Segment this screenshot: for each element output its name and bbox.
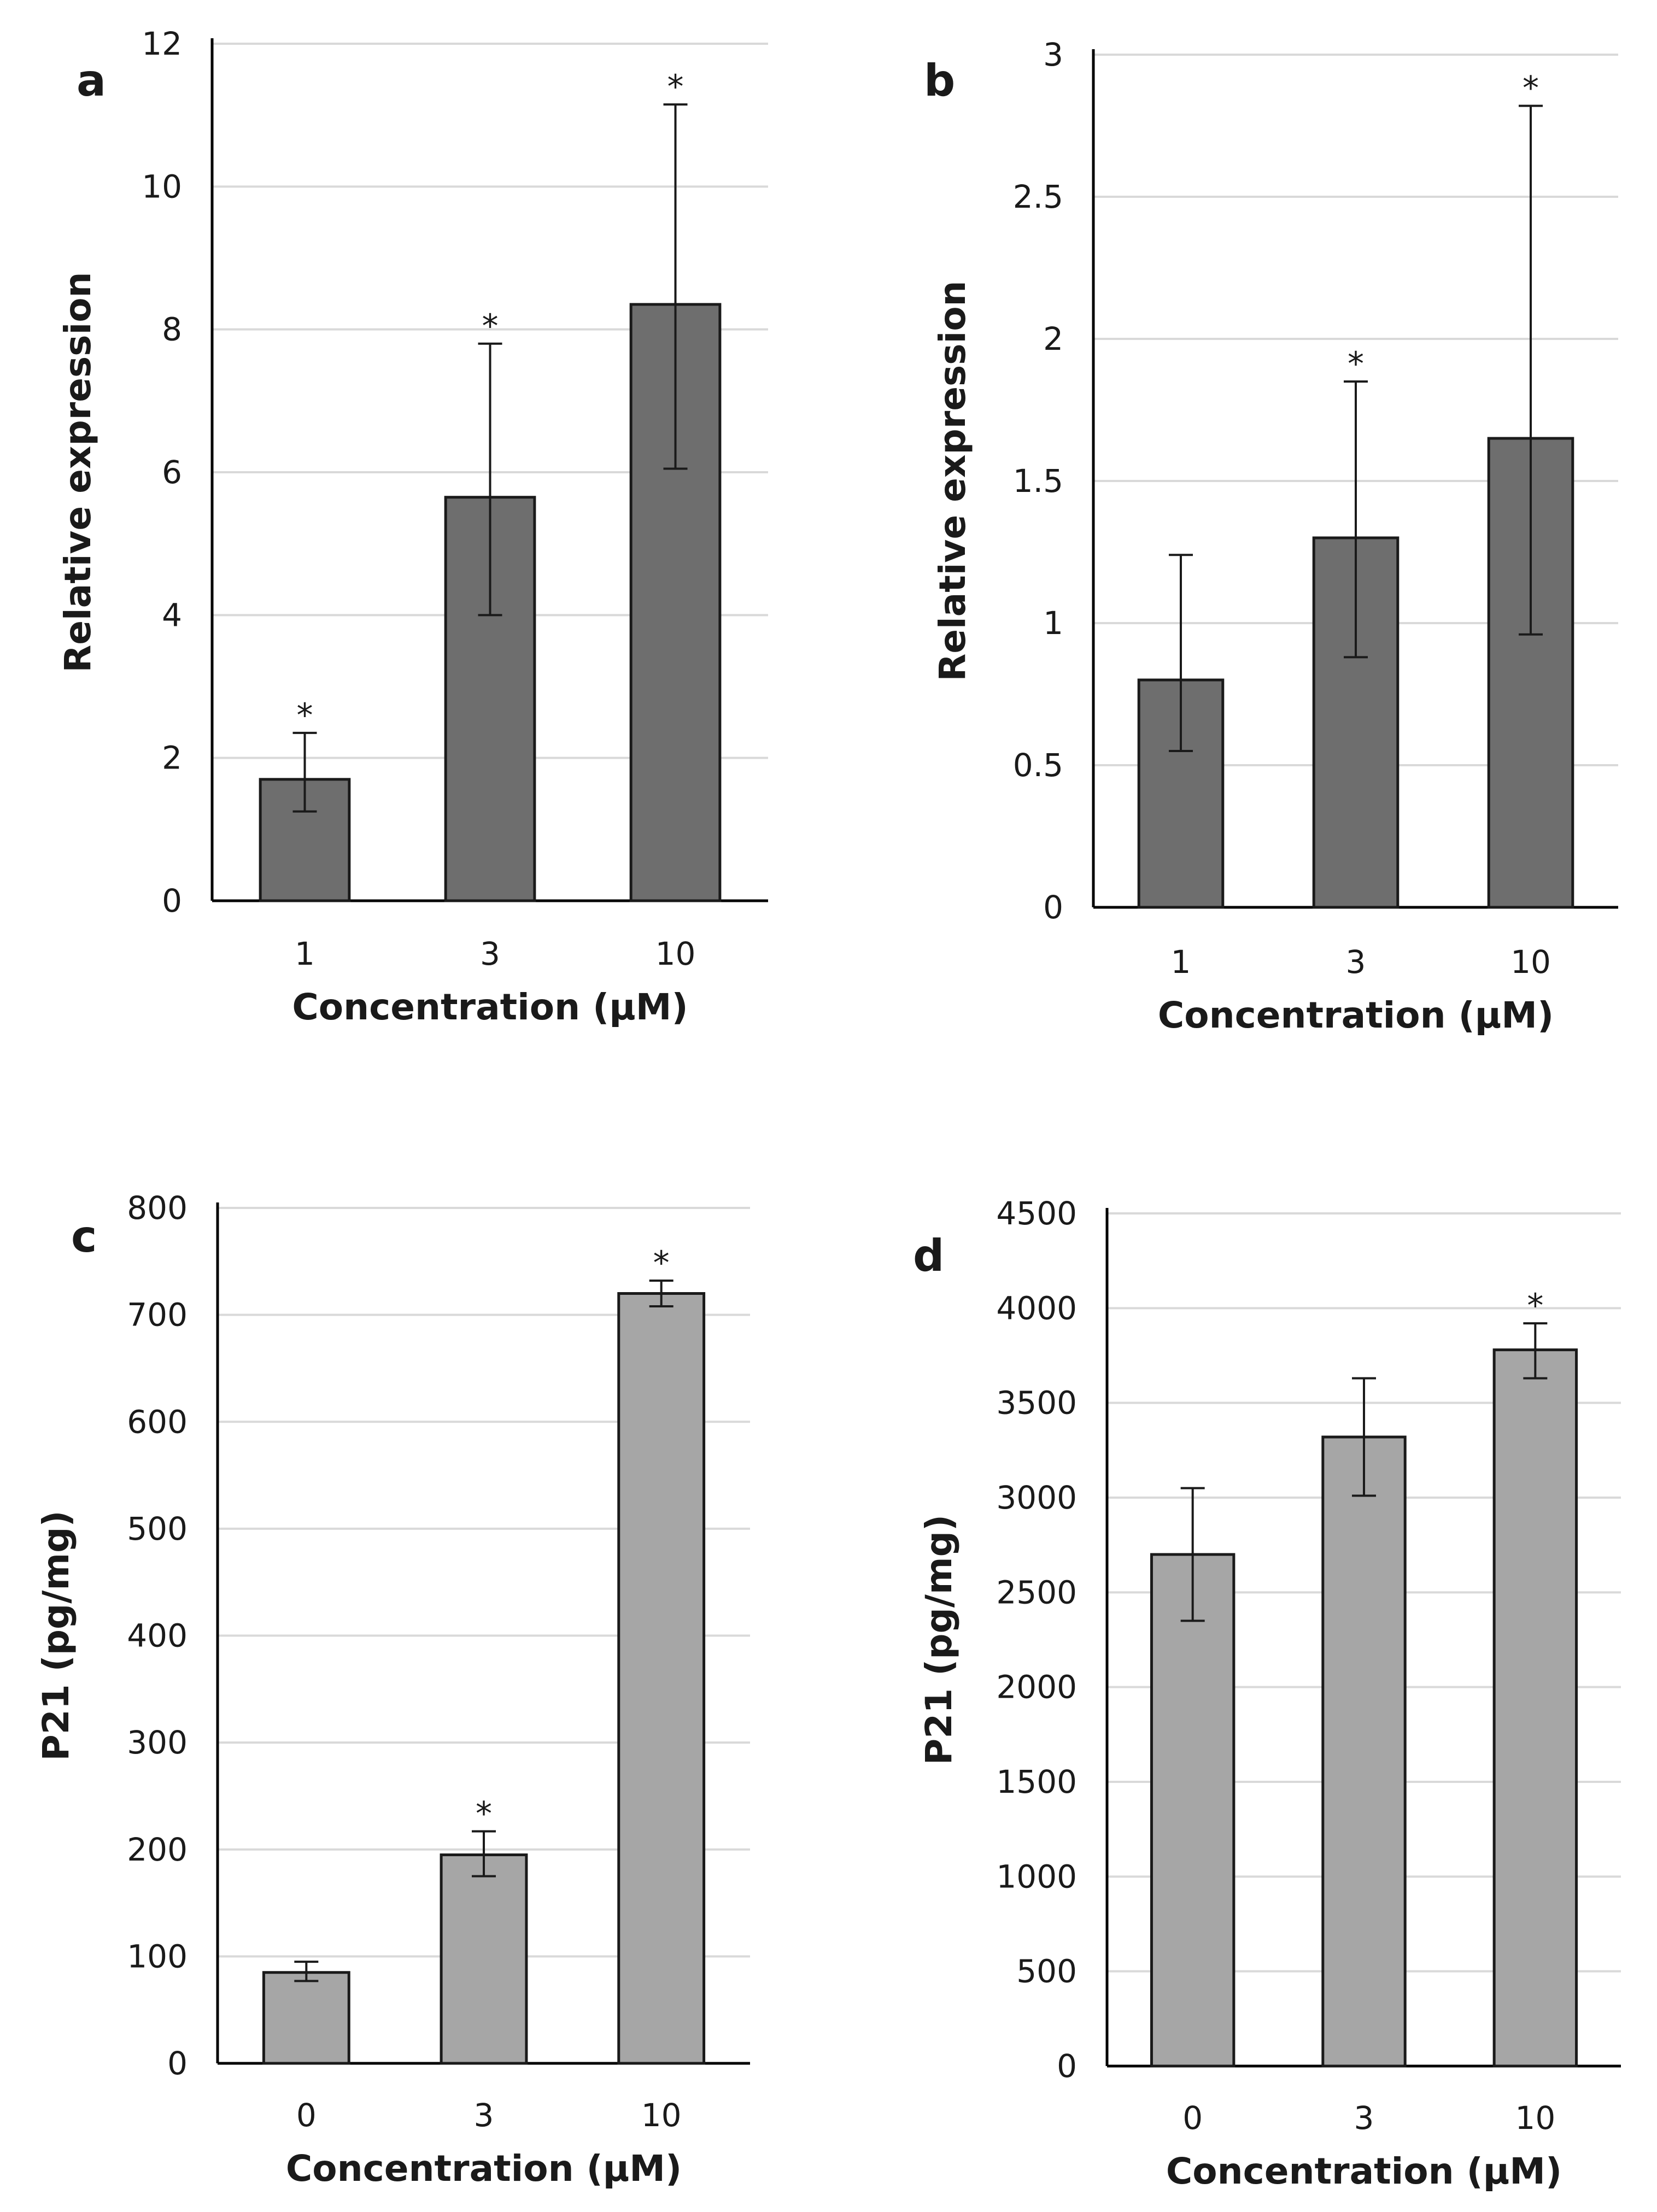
panel-c-ytick-label: 300 bbox=[127, 1724, 188, 1761]
panel-a-ytick-label: 10 bbox=[142, 168, 182, 205]
panel-b-significance-star: * bbox=[1523, 69, 1539, 108]
panel-d-letter: d bbox=[913, 1230, 944, 1281]
panel-a-xtick-label: 1 bbox=[295, 935, 315, 972]
panel-a-letter: a bbox=[77, 55, 106, 106]
panel-c-ytick-label: 0 bbox=[167, 2045, 188, 2082]
panel-c-ytick-label: 600 bbox=[127, 1403, 188, 1440]
panel-b-ytick-label: 1.5 bbox=[1013, 462, 1063, 500]
panel-a-y-axis-label: Relative expression bbox=[57, 272, 99, 672]
panel-c-significance-star: * bbox=[476, 1794, 492, 1833]
panel-a-ytick-label: 2 bbox=[162, 740, 182, 777]
panel-d-ytick-label: 4500 bbox=[996, 1195, 1077, 1232]
panel-d-ytick-label: 3500 bbox=[996, 1384, 1077, 1422]
panel-b-ytick-label: 0 bbox=[1043, 889, 1063, 926]
panel-a-significance-star: * bbox=[297, 696, 313, 735]
panel-b-ytick-label: 2 bbox=[1043, 320, 1063, 357]
panel-c-bar bbox=[262, 1971, 350, 2065]
panel-b-xtick-label: 10 bbox=[1510, 943, 1551, 981]
panel-b-xtick-label: 3 bbox=[1346, 943, 1366, 981]
panel-c-y-axis-label: P21 (pg/mg) bbox=[35, 1510, 77, 1761]
panel-a-ytick-label: 6 bbox=[162, 454, 182, 491]
panel-d-y-axis-label: P21 (pg/mg) bbox=[918, 1515, 960, 1765]
panel-d-ytick-label: 1500 bbox=[996, 1763, 1077, 1800]
panel-d-ytick-label: 0 bbox=[1057, 2047, 1077, 2085]
panel-d-xtick-label: 3 bbox=[1354, 2099, 1374, 2137]
panel-b-significance-star: * bbox=[1348, 345, 1364, 383]
panel-a-significance-star: * bbox=[482, 307, 499, 345]
panel-d-ytick-label: 3000 bbox=[996, 1479, 1077, 1516]
panel-c-significance-star: * bbox=[653, 1244, 670, 1282]
panel-c-ytick-label: 500 bbox=[127, 1510, 188, 1547]
panel-d-ytick-label: 500 bbox=[1016, 1953, 1077, 1990]
panel-a-ytick-label: 8 bbox=[162, 311, 182, 348]
panel-a-x-axis-label: Concentration (µM) bbox=[292, 986, 688, 1028]
panel-b-ytick-label: 0.5 bbox=[1013, 747, 1063, 784]
panel-c-bar bbox=[617, 1292, 706, 2065]
panel-d-ytick-label: 4000 bbox=[996, 1289, 1077, 1327]
panel-b-x-axis-label: Concentration (µM) bbox=[1158, 994, 1554, 1036]
panel-d-x-axis-label: Concentration (µM) bbox=[1166, 2150, 1562, 2192]
panel-c-ytick-label: 400 bbox=[127, 1617, 188, 1654]
panel-a-xtick-label: 10 bbox=[655, 935, 696, 972]
panel-c-ytick-label: 700 bbox=[127, 1296, 188, 1334]
panel-c-letter: c bbox=[71, 1211, 97, 1262]
panel-a-significance-star: * bbox=[668, 68, 684, 106]
panel-d-bar bbox=[1150, 1553, 1236, 2068]
panel-c-xtick-label: 10 bbox=[641, 2097, 682, 2134]
panel-c-ytick-label: 200 bbox=[127, 1831, 188, 1868]
panel-c-x-axis-label: Concentration (µM) bbox=[286, 2148, 682, 2190]
panel-c-xtick-label: 3 bbox=[474, 2097, 494, 2134]
panel-b-ytick-label: 1 bbox=[1043, 605, 1063, 642]
panel-d-ytick-label: 2000 bbox=[996, 1669, 1077, 1706]
panel-a-ytick-label: 4 bbox=[162, 596, 182, 633]
panel-b-ytick-label: 3 bbox=[1043, 36, 1063, 73]
panel-c-ytick-label: 800 bbox=[127, 1189, 188, 1227]
panel-d-bar bbox=[1492, 1348, 1578, 2068]
panel-d-bar bbox=[1321, 1435, 1407, 2068]
panel-c-xtick-label: 0 bbox=[296, 2097, 317, 2134]
panel-b-xtick-label: 1 bbox=[1171, 943, 1191, 981]
panel-a-ytick-label: 0 bbox=[162, 882, 182, 919]
panel-b-letter: b bbox=[924, 55, 955, 106]
panel-c-ytick-label: 100 bbox=[127, 1938, 188, 1975]
panel-d-xtick-label: 10 bbox=[1515, 2099, 1555, 2137]
panel-d-significance-star: * bbox=[1527, 1287, 1543, 1325]
panel-b-ytick-label: 2.5 bbox=[1013, 178, 1063, 215]
panel-d-xtick-label: 0 bbox=[1182, 2099, 1203, 2137]
panel-a-xtick-label: 3 bbox=[480, 935, 500, 972]
panel-b-y-axis-label: Relative expression bbox=[932, 280, 974, 681]
panel-d-ytick-label: 2500 bbox=[996, 1574, 1077, 1611]
panel-c-bar bbox=[440, 1853, 528, 2065]
panel-a-ytick-label: 12 bbox=[142, 25, 182, 62]
panel-d-ytick-label: 1000 bbox=[996, 1858, 1077, 1895]
